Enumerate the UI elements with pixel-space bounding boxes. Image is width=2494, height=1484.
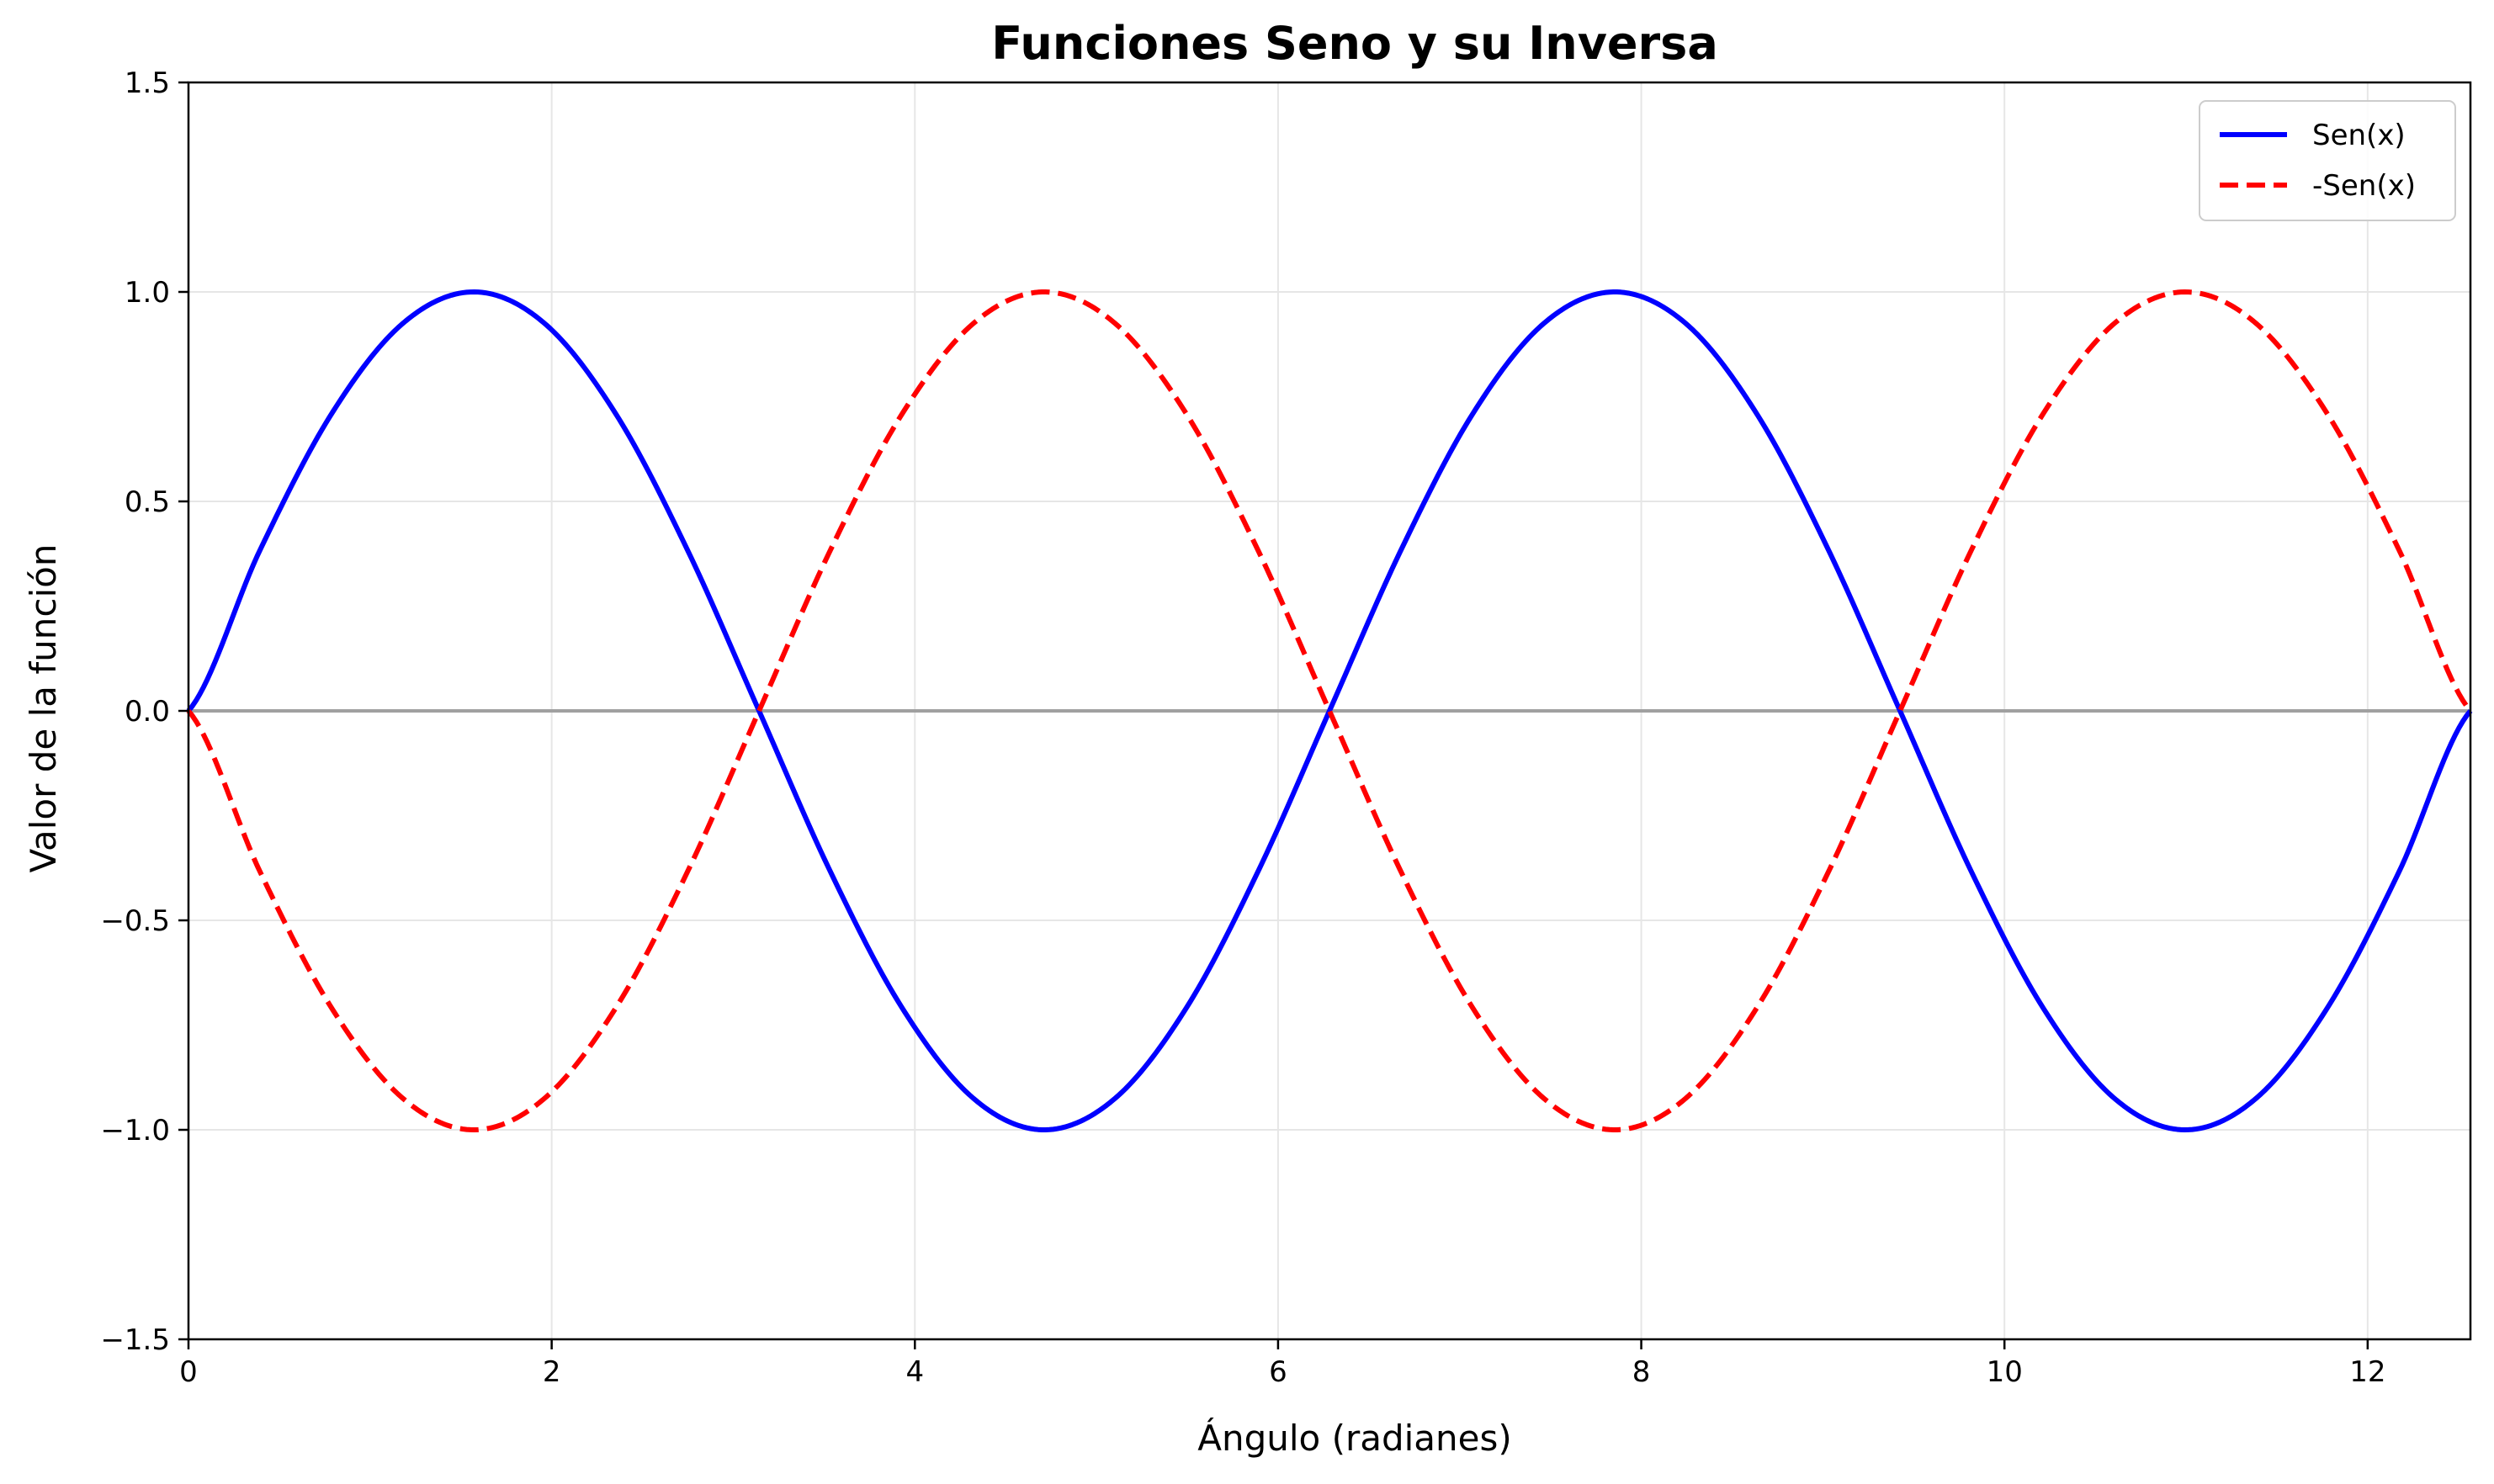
y-tick-label-1: −1.0 — [100, 1114, 170, 1147]
legend: Sen(x) -Sen(x) — [2199, 100, 2456, 221]
x-tick-label-2: 4 — [905, 1355, 924, 1389]
x-axis-label: Ángulo (radianes) — [1197, 1417, 1512, 1459]
y-tick-label-0: −1.5 — [100, 1323, 170, 1357]
legend-label-1: -Sen(x) — [2312, 169, 2416, 203]
x-tick-label-4: 8 — [1632, 1355, 1651, 1389]
legend-box — [2199, 100, 2456, 221]
series-line-neg-sen — [186, 289, 2473, 1132]
y-tick-label-2: −0.5 — [100, 904, 170, 938]
x-tick-label-0: 0 — [179, 1355, 198, 1389]
y-tick-label-4: 0.5 — [125, 485, 170, 519]
x-tick-label-3: 6 — [1269, 1355, 1287, 1389]
y-tick-label-3: 0.0 — [125, 695, 170, 729]
legend-label-0: Sen(x) — [2312, 119, 2406, 152]
y-axis-label: Valor de la función — [23, 544, 64, 873]
x-axis-ticks: 0 2 4 6 8 10 12 — [179, 1339, 2385, 1389]
series-lines — [186, 289, 2473, 1132]
y-tick-label-6: 1.5 — [125, 66, 170, 100]
x-tick-label-1: 2 — [543, 1355, 561, 1389]
series-line-sen — [186, 289, 2473, 1132]
chart-title: Funciones Seno y su Inversa — [991, 17, 1718, 70]
x-tick-label-5: 10 — [1987, 1355, 2023, 1389]
y-tick-label-5: 1.0 — [125, 276, 170, 310]
y-axis-ticks: −1.5 −1.0 −0.5 0.0 0.5 1.0 1.5 — [100, 66, 188, 1357]
x-tick-label-6: 12 — [2349, 1355, 2385, 1389]
